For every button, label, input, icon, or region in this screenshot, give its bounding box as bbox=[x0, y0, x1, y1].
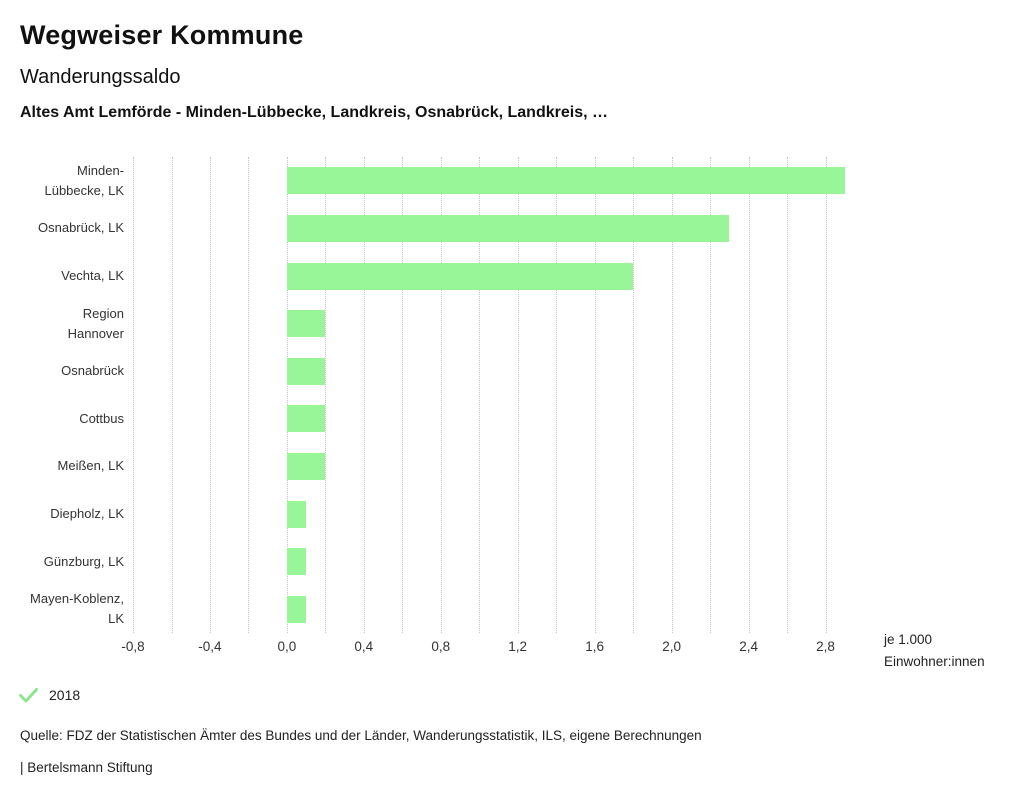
x-tick-label: -0,8 bbox=[121, 639, 145, 654]
x-axis-ticks: -0,8 -0,4 0,0 0,4 0,8 1,2 1,6 2,0 2,4 2,8 bbox=[121, 639, 864, 657]
x-tick-label: 1,6 bbox=[585, 639, 605, 654]
y-axis-label: Günzburg, LK bbox=[43, 553, 124, 569]
y-axis-labels: Minden- Lübbecke, LK Osnabrück, LK Vechta, … bbox=[0, 157, 124, 633]
app-title: Wegweiser Kommune bbox=[20, 20, 304, 50]
axis-unit-line2: Einwohner:innen bbox=[884, 654, 985, 669]
x-tick-label: 0,4 bbox=[354, 639, 374, 654]
y-axis-label: Cottbus bbox=[79, 410, 124, 426]
legend-year-label: 2018 bbox=[49, 687, 81, 703]
source-text: Quelle: FDZ der Statistischen Ämter des … bbox=[20, 728, 702, 743]
gridline bbox=[248, 157, 250, 633]
chart-title: Wanderungssaldo bbox=[20, 66, 181, 88]
y-axis-label: Diepholz, LK bbox=[50, 505, 124, 521]
y-axis-label: Osnabrück bbox=[61, 363, 124, 379]
y-axis-label: Region Hannover bbox=[67, 305, 124, 341]
check-icon bbox=[19, 688, 38, 703]
x-tick-label: -0,4 bbox=[198, 639, 222, 654]
bar-osnabr-ck-lk[interactable] bbox=[286, 214, 730, 242]
gridline bbox=[671, 157, 673, 633]
bar-cottbus[interactable] bbox=[286, 405, 326, 433]
gridline bbox=[325, 157, 327, 633]
gridline bbox=[479, 157, 481, 633]
gridline bbox=[594, 157, 596, 633]
gridline bbox=[825, 157, 827, 633]
y-axis-label: Minden- Lübbecke, LK bbox=[44, 162, 124, 198]
bar-g-nzburg-lk[interactable] bbox=[286, 548, 307, 576]
gridline bbox=[517, 157, 519, 633]
plot-area bbox=[133, 157, 864, 633]
gridline bbox=[556, 157, 558, 633]
gridline bbox=[286, 157, 288, 633]
gridline bbox=[133, 157, 134, 633]
gridline bbox=[402, 157, 404, 633]
axis-unit-line1: je 1.000 bbox=[884, 632, 933, 647]
y-axis-label: Mayen-Koblenz, LK bbox=[30, 591, 124, 627]
y-axis-label: Vechta, LK bbox=[61, 267, 124, 283]
x-tick-label: 2,4 bbox=[739, 639, 758, 654]
bar-osnabr-ck[interactable] bbox=[286, 357, 326, 385]
bar-mayen-koblenz-lk[interactable] bbox=[286, 595, 307, 623]
gridline bbox=[787, 157, 789, 633]
bar-vechta-lk[interactable] bbox=[286, 262, 634, 290]
x-tick-label: 1,2 bbox=[508, 639, 528, 654]
gridline bbox=[710, 157, 712, 633]
x-tick-label: 2,0 bbox=[662, 639, 681, 654]
gridline bbox=[633, 157, 635, 633]
gridline bbox=[748, 157, 750, 633]
x-tick-label: 0,0 bbox=[277, 639, 297, 654]
bar-mei-en-lk[interactable] bbox=[286, 452, 326, 480]
bar-minden-l-bbecke-lk[interactable] bbox=[286, 167, 845, 195]
gridline bbox=[440, 157, 442, 633]
gridline bbox=[209, 157, 211, 633]
legend-item-2018[interactable]: 2018 bbox=[18, 687, 80, 703]
gridline bbox=[363, 157, 365, 633]
attribution-text: | Bertelsmann Stiftung bbox=[20, 760, 153, 775]
chart-selection: Altes Amt Lemförde - Minden-Lübbecke, La… bbox=[20, 104, 608, 121]
bar-region-hannover[interactable] bbox=[286, 310, 326, 338]
axis-unit-label: je 1.000 Einwohner:innen bbox=[884, 629, 985, 673]
y-axis-label: Osnabrück, LK bbox=[38, 220, 124, 236]
y-axis-label: Meißen, LK bbox=[57, 458, 124, 474]
bar-diepholz-lk[interactable] bbox=[286, 500, 307, 528]
x-tick-label: 2,8 bbox=[816, 639, 835, 654]
x-tick-label: 0,8 bbox=[431, 639, 451, 654]
gridline bbox=[171, 157, 173, 633]
